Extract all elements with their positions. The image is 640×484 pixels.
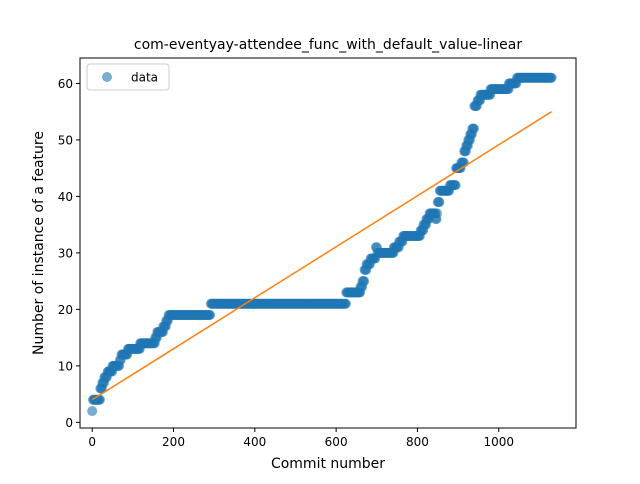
- data-point: [434, 197, 445, 208]
- data-point: [340, 298, 351, 309]
- legend-marker: [102, 72, 112, 82]
- legend-box: [86, 63, 170, 91]
- y-tick-label: 50: [58, 133, 73, 147]
- x-tick-label: 0: [88, 435, 96, 449]
- data-point: [450, 180, 461, 191]
- y-axis: 0 10 20 30 40 50 60: [58, 77, 80, 430]
- data-point: [468, 123, 479, 134]
- y-tick-label: 0: [65, 416, 73, 430]
- y-tick-label: 60: [58, 77, 73, 91]
- y-axis-label: Number of instance of a feature: [31, 131, 47, 355]
- x-axis: 0 200 400 600 800 1000: [88, 428, 514, 449]
- data-point: [205, 310, 216, 321]
- x-tick-label: 400: [243, 435, 266, 449]
- x-axis-label: Commit number: [271, 456, 385, 472]
- y-tick-label: 30: [58, 246, 73, 260]
- legend: data: [86, 63, 170, 91]
- y-tick-label: 40: [58, 190, 73, 204]
- x-tick-label: 1000: [483, 435, 514, 449]
- legend-label: data: [131, 71, 158, 85]
- y-tick-label: 20: [58, 303, 73, 317]
- data-layer: [87, 72, 557, 417]
- data-point: [359, 276, 370, 287]
- data-point: [546, 72, 557, 83]
- x-tick-label: 600: [325, 435, 348, 449]
- chart-title: com-eventyay-attendee_func_with_default_…: [134, 37, 522, 53]
- data-point: [87, 406, 98, 417]
- x-tick-label: 200: [162, 435, 185, 449]
- data-series: [87, 72, 557, 417]
- y-tick-label: 10: [58, 359, 73, 373]
- linear-fit-line: [91, 111, 553, 401]
- data-point: [431, 208, 442, 219]
- x-tick-label: 800: [406, 435, 429, 449]
- axes-frame: [79, 57, 577, 429]
